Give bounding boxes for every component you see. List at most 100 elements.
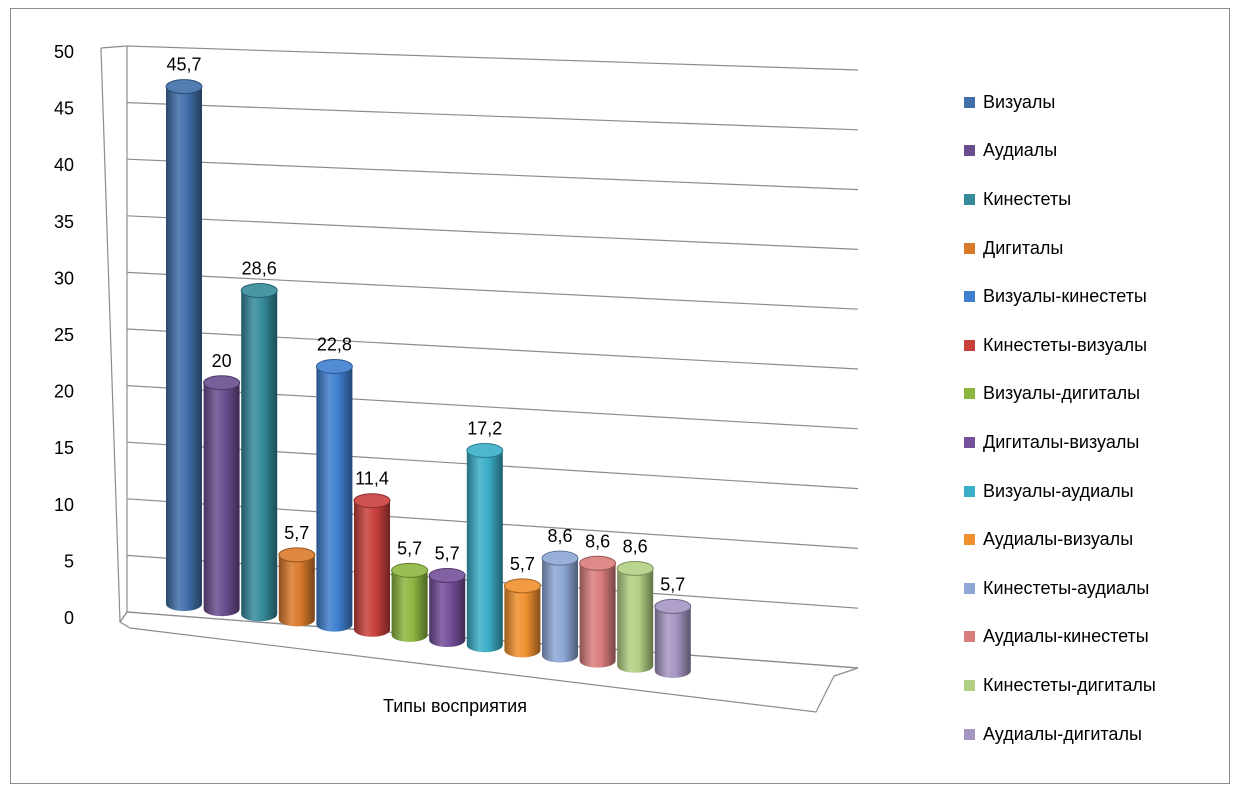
legend-swatch-3 <box>964 242 975 254</box>
legend-label-10: Кинестеты-аудиалы <box>983 577 1150 598</box>
legend-swatch-6 <box>964 388 975 400</box>
bar-group-13 <box>654 598 692 678</box>
y-tick-label-6: 30 <box>54 268 74 288</box>
legend-swatch-1 <box>964 145 975 157</box>
gridline-8 <box>126 158 859 191</box>
bar-top-7 <box>428 568 466 584</box>
bar-top-12 <box>616 560 654 576</box>
y-tick-label-1: 5 <box>64 551 74 571</box>
data-label-10: 8,6 <box>547 526 572 546</box>
y-tick-label-8: 40 <box>54 155 74 175</box>
data-label-4: 22,8 <box>317 335 352 355</box>
data-label-8: 17,2 <box>467 418 502 438</box>
data-label-3: 5,7 <box>284 523 309 543</box>
bar-group-8 <box>466 442 504 653</box>
bar-0 <box>166 86 202 611</box>
bar-top-10 <box>541 550 579 566</box>
legend-swatch-10 <box>964 582 975 594</box>
gridline-9 <box>126 102 859 131</box>
legend-swatch-7 <box>964 436 975 448</box>
legend-label-11: Аудиалы-кинестеты <box>983 626 1149 647</box>
data-label-5: 11,4 <box>355 469 389 489</box>
gridline-10 <box>126 45 859 71</box>
y-tick-label-0: 0 <box>64 608 74 628</box>
y-tick-label-2: 10 <box>54 495 74 515</box>
legend-item-8: Визуалы-аудиалы <box>964 467 1234 516</box>
bar-group-11 <box>579 555 617 668</box>
bar-4 <box>316 366 353 632</box>
legend-label-7: Дигиталы-визуалы <box>983 431 1140 452</box>
x-axis-label: Типы восприятия <box>383 696 527 716</box>
legend-item-7: Дигиталы-визуалы <box>964 418 1234 467</box>
bar-top-11 <box>579 555 617 571</box>
bar-top-8 <box>466 442 504 458</box>
bar-group-10 <box>541 550 579 663</box>
legend-label-12: Кинестеты-дигиталы <box>983 674 1156 695</box>
legend-label-0: Визуалы <box>983 91 1056 112</box>
bar-group-3 <box>278 547 316 627</box>
bar-group-7 <box>428 568 466 648</box>
bar-7 <box>429 575 466 648</box>
y-tick-label-4: 20 <box>54 382 74 402</box>
bar-12 <box>617 568 654 673</box>
y-tick-label-10: 50 <box>54 42 74 62</box>
legend-swatch-5 <box>964 339 975 351</box>
legend-item-13: Аудиалы-дигиталы <box>964 710 1234 759</box>
legend-item-12: Кинестеты-дигиталы <box>964 661 1234 710</box>
data-label-1: 20 <box>212 351 232 371</box>
bar-group-12 <box>616 560 654 673</box>
legend-item-2: Кинестеты <box>964 175 1234 224</box>
legend-swatch-12 <box>964 679 975 691</box>
legend-swatch-13 <box>964 728 975 740</box>
legend-swatch-0 <box>964 96 975 108</box>
bar-top-4 <box>315 359 353 375</box>
bar-group-1 <box>203 375 241 617</box>
floor-plane <box>119 611 859 713</box>
bar-10 <box>542 558 578 663</box>
legend-item-3: Дигиталы <box>964 224 1234 273</box>
bar-top-2 <box>240 283 278 299</box>
bar-top-5 <box>353 493 391 509</box>
y-tick-label-5: 25 <box>54 325 74 345</box>
side-wall-top-edge <box>100 45 128 49</box>
bar-top-9 <box>503 578 541 594</box>
legend-label-4: Визуалы-кинестеты <box>983 286 1147 307</box>
legend-item-6: Визуалы-дигиталы <box>964 370 1234 419</box>
bar-13 <box>654 606 691 678</box>
bar-top-1 <box>203 375 241 391</box>
legend-swatch-11 <box>964 631 975 643</box>
y-tick-label-3: 15 <box>54 438 74 458</box>
bar-2 <box>241 290 278 622</box>
legend-item-5: Кинестеты-визуалы <box>964 321 1234 370</box>
data-label-layer: 45,7 20 28,6 5,7 22,8 11,4 5,7 5,7 17,2 5,7 8,6 8,6… <box>166 55 685 595</box>
legend-item-0: Визуалы <box>964 78 1234 127</box>
data-label-9: 5,7 <box>510 554 535 574</box>
legend-label-8: Визуалы-аудиалы <box>983 480 1134 501</box>
legend-swatch-4 <box>964 291 975 303</box>
bar-11 <box>579 563 616 668</box>
y-axis-line <box>100 47 121 623</box>
bar-top-6 <box>391 562 429 578</box>
gridline-6 <box>126 271 859 310</box>
bar-group-6 <box>391 562 429 642</box>
bar-1 <box>203 382 240 617</box>
bar-6 <box>391 570 428 642</box>
data-label-13: 5,7 <box>660 574 685 594</box>
legend-swatch-9 <box>964 534 975 546</box>
data-label-11: 8,6 <box>585 531 610 551</box>
bar-group-2 <box>240 283 278 622</box>
bar-top-13 <box>654 598 692 614</box>
bar-group-5 <box>353 493 391 637</box>
y-tick-label-9: 45 <box>54 99 74 119</box>
bar-group-0 <box>165 79 203 611</box>
legend-item-9: Аудиалы-визуалы <box>964 515 1234 564</box>
legend-item-10: Кинестеты-аудиалы <box>964 564 1234 613</box>
legend-item-4: Визуалы-кинестеты <box>964 272 1234 321</box>
bar-5 <box>354 500 390 637</box>
gridline-7 <box>126 215 859 250</box>
bar-layer <box>165 79 692 678</box>
axis-layer: 0 5 10 15 20 25 30 35 40 45 50 <box>54 42 859 713</box>
bar-3 <box>278 554 315 627</box>
y-tick-label-7: 35 <box>54 212 74 232</box>
